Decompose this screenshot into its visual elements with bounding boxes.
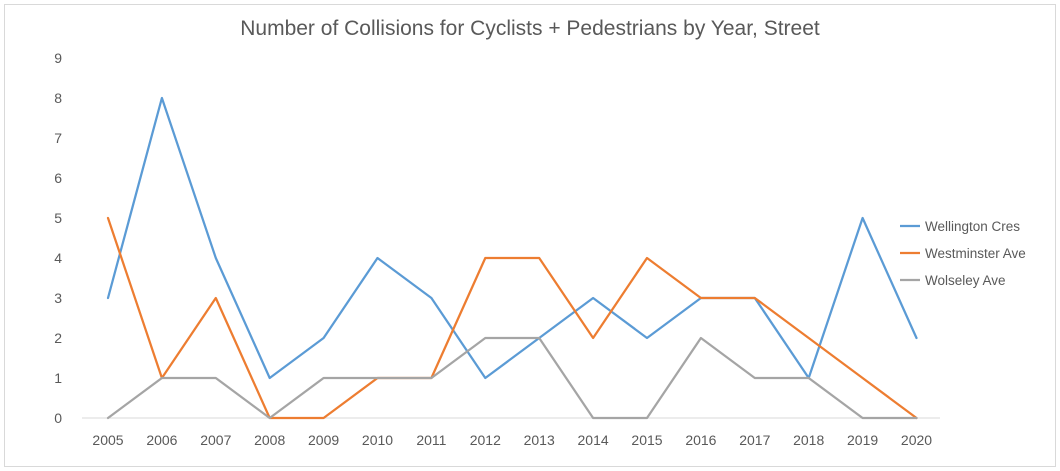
legend: Wellington Cres Westminster Ave Wolseley A… <box>900 219 1026 288</box>
x-tick-label: 2016 <box>685 432 716 448</box>
y-axis-ticks: 0 1 2 3 4 5 6 7 8 9 <box>54 50 62 426</box>
x-tick-label: 2020 <box>901 432 932 448</box>
y-tick-label: 4 <box>54 250 62 266</box>
x-tick-label: 2005 <box>92 432 123 448</box>
x-tick-label: 2008 <box>254 432 285 448</box>
x-tick-label: 2007 <box>200 432 231 448</box>
x-tick-label: 2017 <box>739 432 770 448</box>
x-tick-label: 2018 <box>793 432 824 448</box>
y-tick-label: 5 <box>54 210 62 226</box>
chart-frame <box>4 4 1056 467</box>
y-tick-label: 8 <box>54 90 62 106</box>
x-tick-label: 2006 <box>146 432 177 448</box>
x-tick-label: 2011 <box>416 432 446 448</box>
legend-label: Westminster Ave <box>925 246 1026 261</box>
x-tick-label: 2010 <box>362 432 393 448</box>
x-tick-label: 2014 <box>578 432 609 448</box>
y-tick-label: 0 <box>54 410 62 426</box>
series-line-2 <box>106 216 918 420</box>
x-tick-label: 2019 <box>847 432 878 448</box>
legend-label: Wolseley Ave <box>925 273 1006 288</box>
x-tick-label: 2009 <box>308 432 339 448</box>
y-tick-label: 1 <box>54 370 62 386</box>
legend-label: Wellington Cres <box>925 219 1020 234</box>
series-line-1 <box>106 96 918 380</box>
x-axis-ticks: 2005 2006 2007 2008 2009 2010 2011 2012 2013 2014… <box>92 432 932 448</box>
y-tick-label: 9 <box>54 50 62 66</box>
x-tick-label: 2013 <box>524 432 555 448</box>
series-lines <box>106 96 918 420</box>
y-tick-label: 7 <box>54 130 62 146</box>
y-tick-label: 3 <box>54 290 62 306</box>
series-line-3 <box>106 336 918 420</box>
x-tick-label: 2015 <box>631 432 662 448</box>
chart-title: Number of Collisions for Cyclists + Pede… <box>240 17 820 40</box>
y-tick-label: 2 <box>54 330 62 346</box>
y-tick-label: 6 <box>54 170 62 186</box>
x-tick-label: 2012 <box>470 432 501 448</box>
